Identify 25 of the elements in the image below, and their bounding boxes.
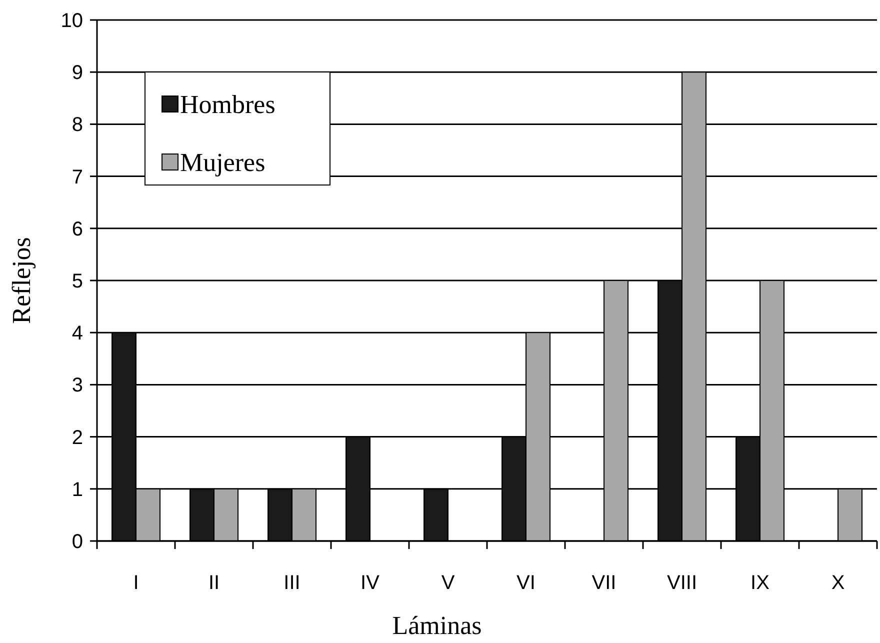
x-tick-label: X bbox=[831, 572, 845, 594]
y-tick-label: 9 bbox=[72, 62, 83, 84]
y-tick-label: 1 bbox=[72, 478, 83, 501]
x-tick-label: I bbox=[133, 572, 139, 594]
y-axis-title: Reflejos bbox=[7, 237, 36, 324]
y-tick-label: 3 bbox=[72, 374, 83, 397]
x-tick-label: III bbox=[284, 572, 300, 594]
y-tick-label: 2 bbox=[72, 426, 83, 449]
y-tick-label: 7 bbox=[72, 166, 83, 188]
y-tick-label: 0 bbox=[72, 531, 83, 553]
y-tick-label: 10 bbox=[60, 10, 83, 32]
legend-label: Mujeres bbox=[180, 148, 266, 178]
x-tick-label: VI bbox=[516, 572, 536, 594]
y-tick-label: 5 bbox=[72, 270, 83, 292]
x-tick-label: II bbox=[208, 572, 220, 594]
x-axis-title: Láminas bbox=[392, 611, 482, 640]
y-tick-label: 8 bbox=[72, 114, 83, 136]
x-tick-label: V bbox=[441, 572, 456, 594]
x-tick-label: VII bbox=[592, 572, 616, 594]
x-tick-label: IV bbox=[360, 572, 380, 594]
y-tick-label: 6 bbox=[72, 218, 83, 240]
x-tick-label: VIII bbox=[666, 572, 698, 594]
y-tick-label: 4 bbox=[72, 322, 83, 345]
x-tick-label: IX bbox=[750, 572, 770, 594]
legend-label: Hombres bbox=[180, 90, 276, 120]
